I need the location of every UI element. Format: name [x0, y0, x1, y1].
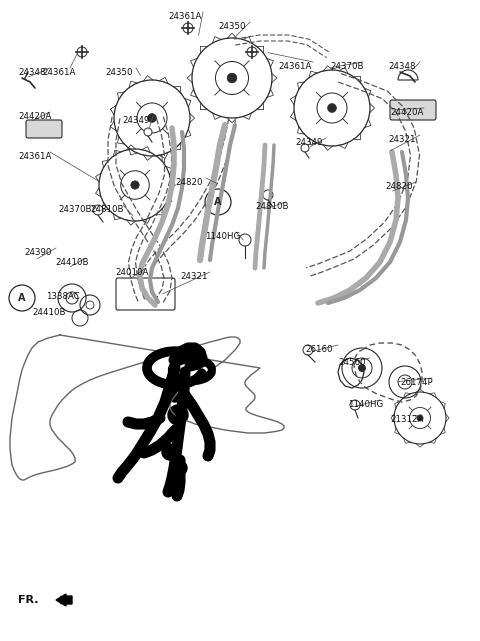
Text: A: A: [18, 293, 26, 303]
Text: 24410B: 24410B: [32, 308, 65, 317]
Circle shape: [168, 388, 182, 402]
Circle shape: [263, 190, 273, 200]
Text: 24321: 24321: [388, 135, 416, 144]
Circle shape: [227, 73, 237, 83]
Circle shape: [303, 345, 313, 355]
Text: 24321: 24321: [180, 272, 207, 281]
Text: 24410B: 24410B: [55, 258, 88, 267]
Text: 24390: 24390: [24, 248, 51, 257]
FancyArrow shape: [56, 594, 72, 606]
Text: 24350: 24350: [218, 22, 245, 31]
Text: 1140HG: 1140HG: [348, 400, 383, 409]
Text: 24350: 24350: [105, 68, 132, 77]
Text: 24348: 24348: [18, 68, 46, 77]
Circle shape: [327, 104, 336, 112]
Text: 24010A: 24010A: [115, 268, 148, 277]
Text: 24361A: 24361A: [278, 62, 312, 71]
Circle shape: [350, 400, 360, 410]
Text: 24349: 24349: [295, 138, 323, 147]
Circle shape: [417, 415, 423, 421]
Text: 24361A: 24361A: [168, 12, 202, 21]
Circle shape: [239, 234, 251, 246]
Circle shape: [148, 113, 156, 122]
Text: 24560: 24560: [338, 358, 365, 367]
Text: FR.: FR.: [18, 595, 38, 605]
Text: 21312A: 21312A: [390, 415, 423, 424]
FancyBboxPatch shape: [390, 100, 436, 120]
Text: 24810B: 24810B: [255, 202, 288, 211]
Text: 24370B: 24370B: [58, 205, 92, 214]
Text: 24348: 24348: [388, 62, 416, 71]
Text: 24361A: 24361A: [42, 68, 75, 77]
Text: 26160: 26160: [305, 345, 333, 354]
Text: A: A: [214, 197, 222, 207]
Circle shape: [131, 181, 139, 189]
Text: 24820: 24820: [175, 178, 203, 187]
Circle shape: [168, 405, 188, 425]
Text: 24361A: 24361A: [18, 152, 51, 161]
Text: 24420A: 24420A: [18, 112, 51, 121]
Text: 1338AC: 1338AC: [46, 292, 80, 301]
Text: 24820: 24820: [385, 182, 412, 191]
Text: 26174P: 26174P: [400, 378, 432, 387]
FancyBboxPatch shape: [26, 120, 62, 138]
Circle shape: [93, 205, 103, 215]
Circle shape: [358, 364, 366, 372]
Text: 1140HG: 1140HG: [205, 232, 240, 241]
Text: 24810B: 24810B: [90, 205, 123, 214]
Text: 24370B: 24370B: [330, 62, 363, 71]
Text: 24420A: 24420A: [390, 108, 423, 117]
Circle shape: [301, 144, 309, 152]
Circle shape: [162, 444, 178, 460]
Circle shape: [144, 128, 152, 136]
Text: 24349: 24349: [122, 116, 149, 125]
Circle shape: [173, 461, 187, 475]
